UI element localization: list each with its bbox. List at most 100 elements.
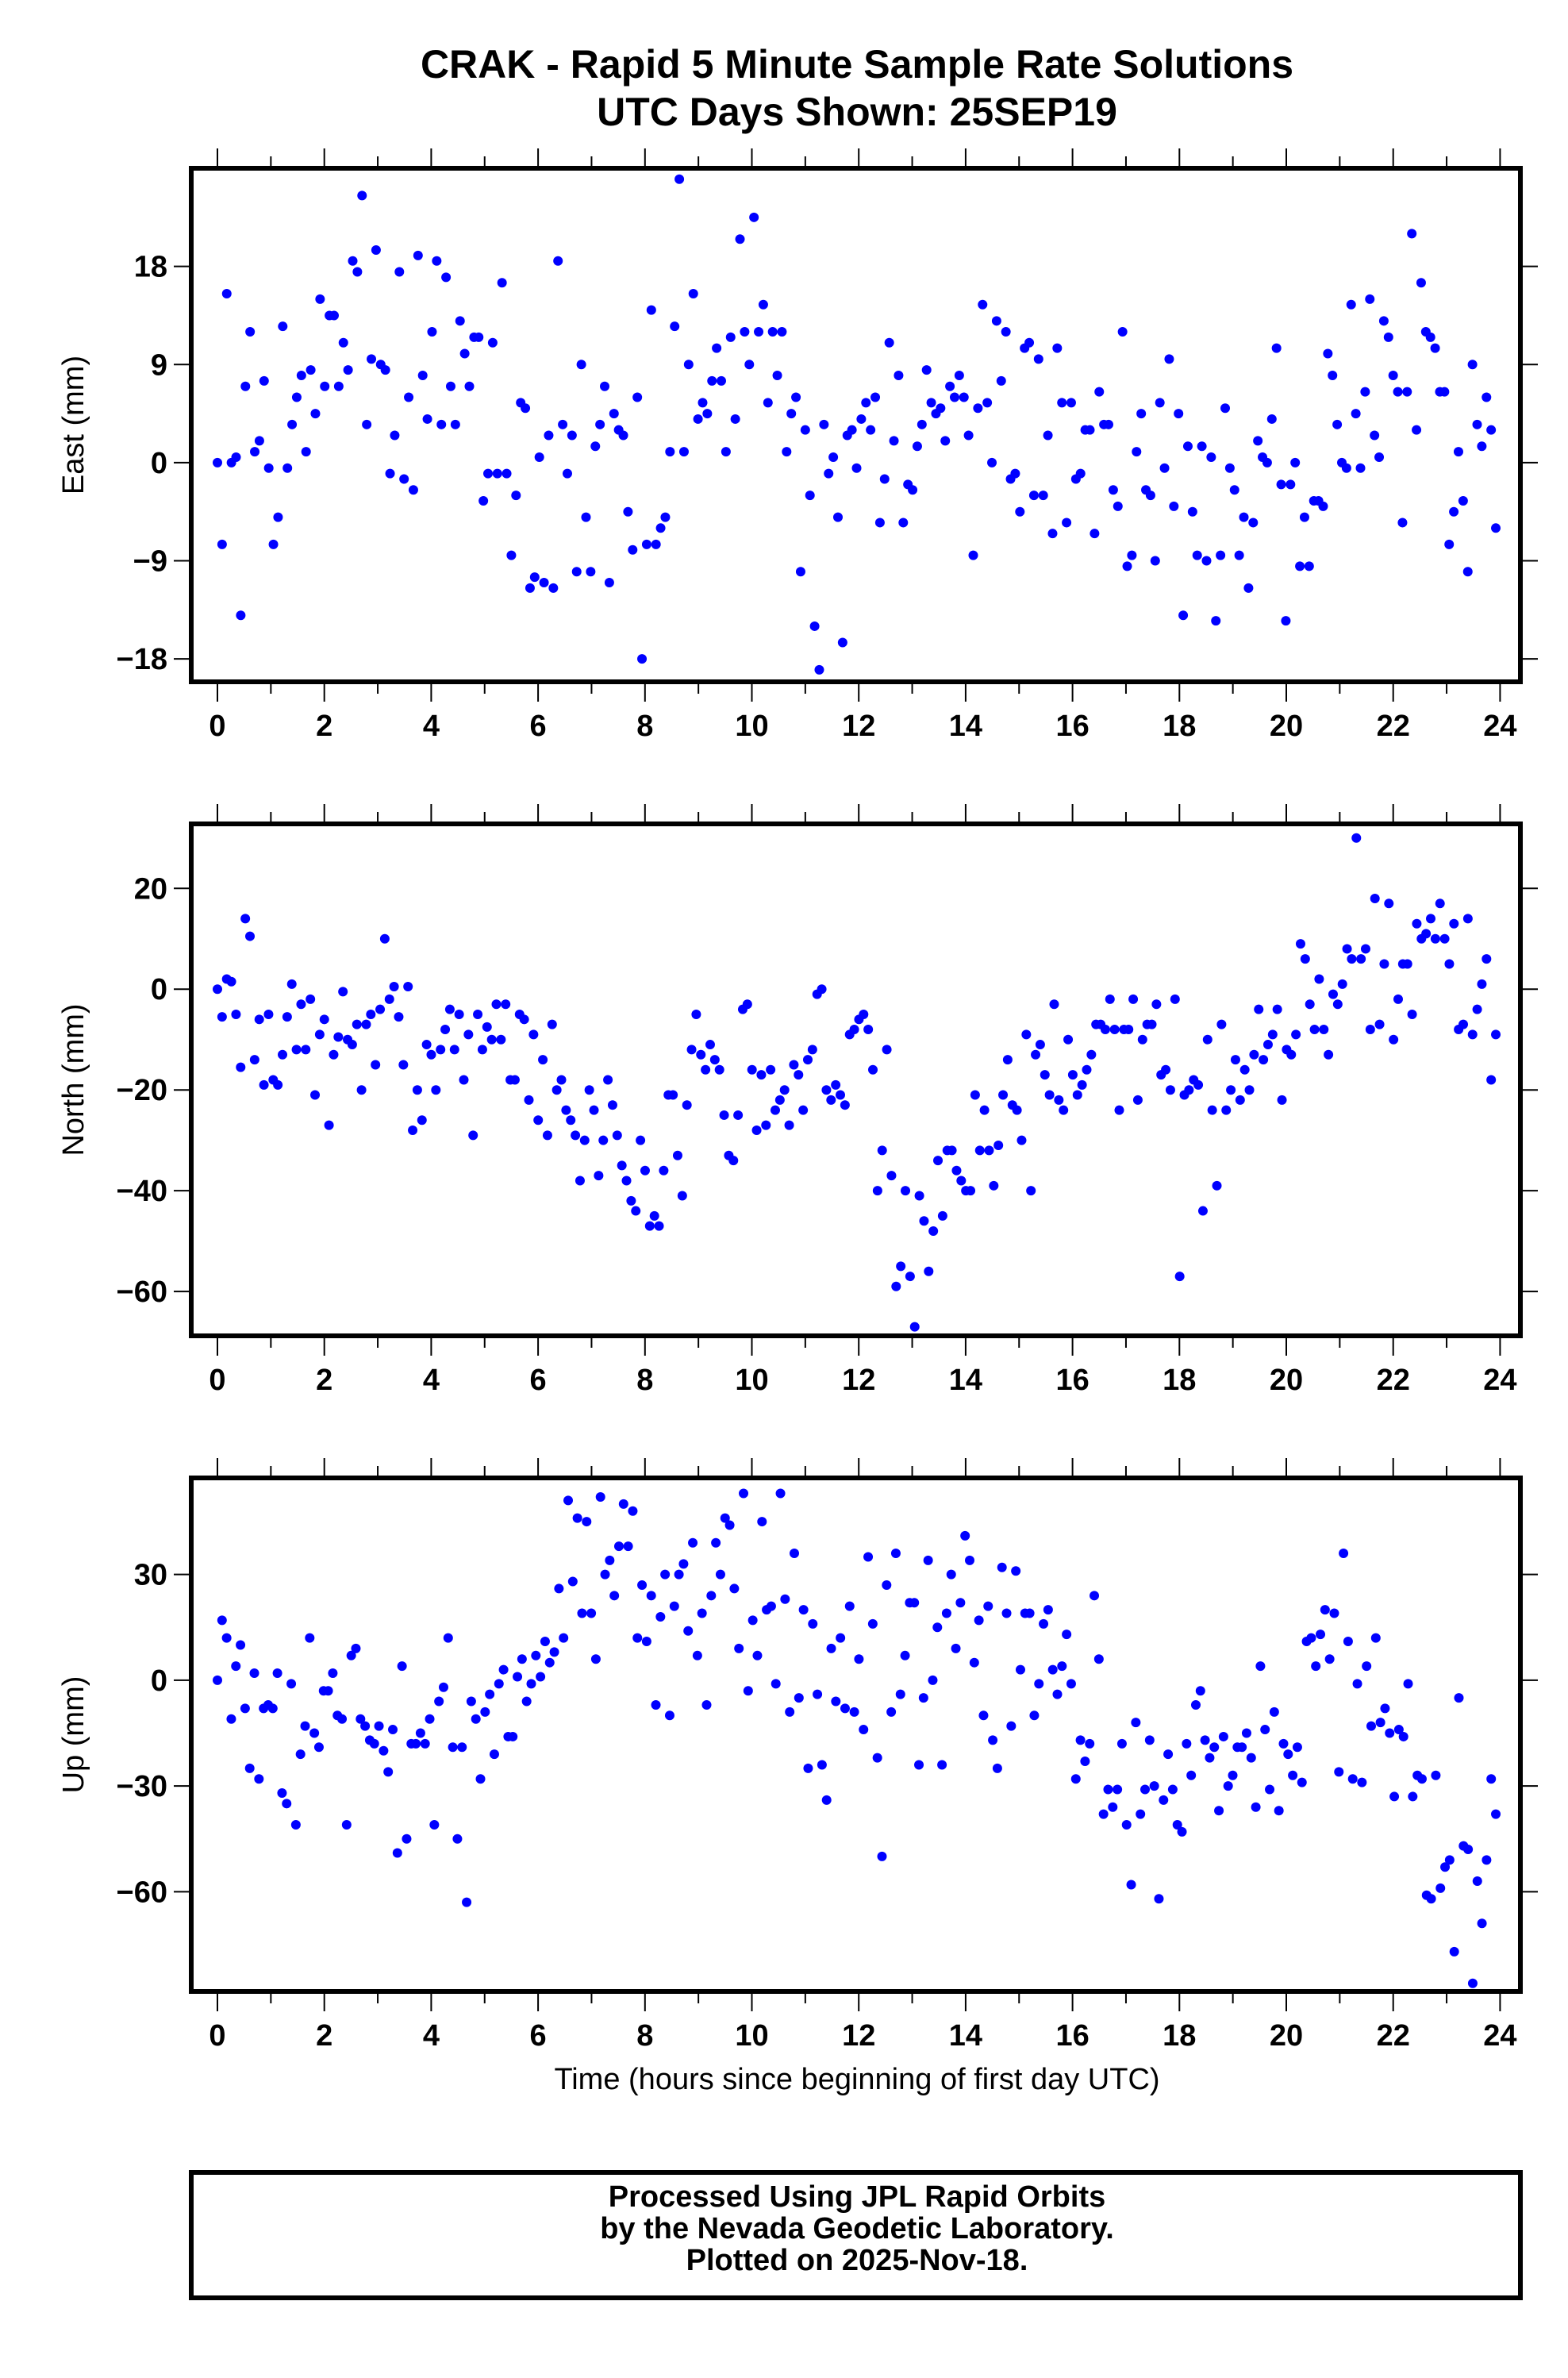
data-point bbox=[1072, 1090, 1082, 1100]
data-point bbox=[417, 370, 428, 380]
data-point bbox=[951, 1643, 961, 1653]
data-point bbox=[374, 1721, 384, 1731]
data-point bbox=[427, 327, 437, 337]
data-point bbox=[502, 468, 512, 479]
x-tick-label: 8 bbox=[636, 1364, 653, 1397]
data-point bbox=[1309, 1025, 1320, 1035]
data-point bbox=[1161, 1064, 1171, 1075]
data-point bbox=[392, 1848, 402, 1858]
x-tick-label: 10 bbox=[735, 710, 768, 743]
data-point bbox=[1117, 327, 1128, 337]
data-point bbox=[709, 1055, 720, 1065]
data-point bbox=[1439, 387, 1450, 397]
data-point bbox=[998, 1090, 1009, 1100]
data-point bbox=[946, 1569, 956, 1580]
data-point bbox=[412, 1085, 422, 1095]
data-point bbox=[1011, 1566, 1021, 1576]
data-point bbox=[632, 392, 643, 402]
data-point bbox=[914, 1760, 924, 1770]
data-point bbox=[1202, 1034, 1213, 1045]
data-point bbox=[1388, 370, 1398, 380]
x-tick-label: 12 bbox=[842, 2019, 875, 2053]
data-point bbox=[856, 414, 867, 424]
data-point bbox=[794, 1693, 804, 1703]
data-point bbox=[426, 1049, 436, 1060]
data-point bbox=[403, 982, 413, 992]
data-point bbox=[992, 1763, 1002, 1773]
data-point bbox=[558, 419, 568, 429]
data-point bbox=[1121, 1819, 1132, 1830]
data-point bbox=[802, 1055, 813, 1065]
data-point bbox=[1251, 1802, 1261, 1812]
x-tick-label: 4 bbox=[423, 710, 440, 743]
data-point bbox=[837, 637, 847, 648]
data-point bbox=[267, 1703, 278, 1714]
data-point bbox=[313, 1742, 324, 1753]
data-point bbox=[1389, 1034, 1399, 1045]
data-point bbox=[682, 1100, 692, 1110]
data-point bbox=[1197, 1206, 1208, 1216]
x-tick-label: 18 bbox=[1163, 2019, 1196, 2053]
data-point bbox=[789, 1549, 799, 1559]
data-point bbox=[314, 1029, 325, 1040]
data-point bbox=[1182, 441, 1193, 452]
data-point bbox=[1229, 485, 1239, 495]
data-point bbox=[1136, 1809, 1146, 1819]
data-point bbox=[1351, 833, 1362, 843]
data-point bbox=[551, 1085, 562, 1095]
data-point bbox=[918, 1693, 928, 1703]
data-point bbox=[1477, 441, 1487, 452]
data-point bbox=[236, 1640, 246, 1650]
footer-box: Processed Using JPL Rapid Orbits by the … bbox=[189, 2170, 1523, 2300]
data-point bbox=[1291, 1029, 1301, 1040]
data-point bbox=[231, 1009, 241, 1019]
data-point bbox=[795, 567, 805, 577]
data-point bbox=[221, 1633, 232, 1643]
data-point bbox=[1290, 457, 1301, 468]
data-point bbox=[1167, 1784, 1178, 1795]
data-point bbox=[743, 1686, 753, 1696]
data-point bbox=[1477, 1918, 1487, 1929]
data-point bbox=[1124, 1025, 1134, 1035]
data-point bbox=[547, 1019, 557, 1029]
data-point bbox=[1103, 1784, 1113, 1795]
data-point bbox=[1239, 512, 1249, 522]
data-point bbox=[1412, 425, 1422, 435]
data-point bbox=[509, 1075, 520, 1085]
data-point bbox=[1407, 229, 1417, 239]
data-point bbox=[826, 1095, 836, 1105]
data-point bbox=[1012, 1105, 1022, 1115]
data-point bbox=[384, 994, 394, 1004]
data-point bbox=[1324, 1654, 1335, 1664]
data-point bbox=[572, 1513, 582, 1523]
x-tick-label: 10 bbox=[735, 1364, 768, 1397]
data-point bbox=[978, 1710, 989, 1721]
x-tick-label: 2 bbox=[316, 710, 332, 743]
data-point bbox=[831, 1079, 841, 1090]
data-point bbox=[240, 381, 251, 391]
data-point bbox=[945, 381, 955, 391]
data-point bbox=[1430, 933, 1440, 944]
data-point bbox=[819, 419, 829, 429]
data-point bbox=[319, 1014, 329, 1025]
data-point bbox=[921, 365, 932, 375]
data-point bbox=[459, 348, 470, 359]
data-point bbox=[669, 1601, 679, 1611]
data-point bbox=[763, 398, 773, 408]
data-point bbox=[1342, 944, 1352, 954]
data-point bbox=[817, 984, 827, 995]
data-point bbox=[854, 1654, 864, 1664]
data-point bbox=[494, 1679, 504, 1689]
y-axis-label: North (mm) bbox=[57, 1003, 90, 1156]
data-point bbox=[305, 1633, 315, 1643]
data-point bbox=[1116, 1738, 1127, 1749]
data-point bbox=[889, 436, 899, 446]
data-point bbox=[891, 1281, 901, 1291]
data-point bbox=[877, 1145, 887, 1156]
data-point bbox=[457, 1742, 467, 1753]
data-point bbox=[1114, 1105, 1124, 1115]
data-point bbox=[1043, 1605, 1053, 1615]
data-point bbox=[770, 1105, 780, 1115]
data-point bbox=[282, 463, 293, 473]
